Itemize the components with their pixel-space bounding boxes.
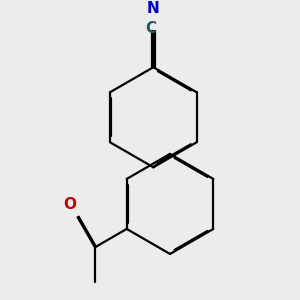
Text: C: C xyxy=(145,21,156,36)
Text: N: N xyxy=(147,1,160,16)
Text: O: O xyxy=(63,197,76,212)
